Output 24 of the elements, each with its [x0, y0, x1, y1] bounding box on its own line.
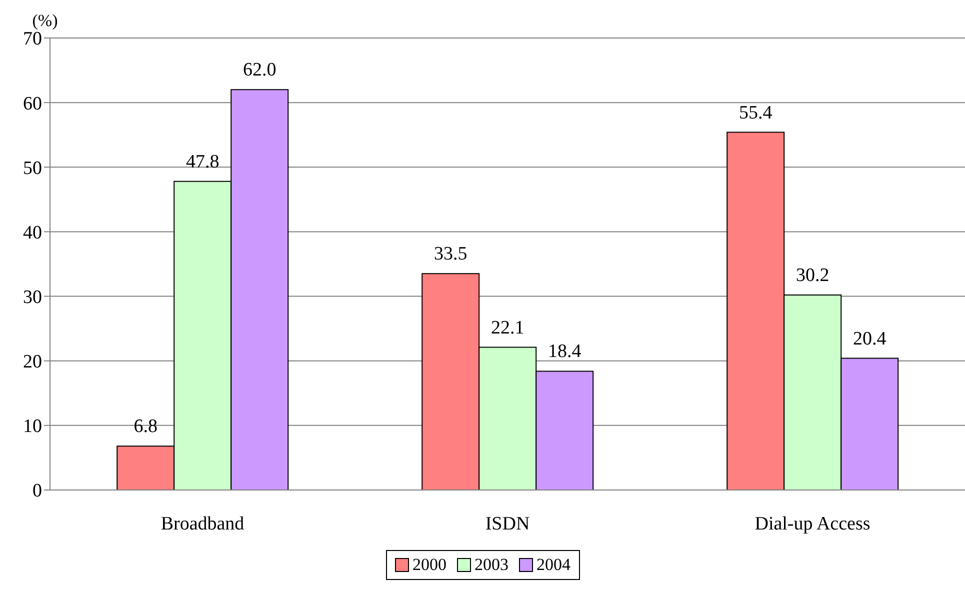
data-label: 6.8	[134, 416, 158, 438]
x-tick-label: ISDN	[485, 513, 530, 534]
legend-label: 2000	[412, 555, 446, 575]
y-axis-title: (%)	[32, 11, 58, 30]
y-tick-label: 60	[23, 93, 42, 114]
data-label: 33.5	[434, 244, 468, 265]
y-tick-label: 10	[23, 416, 42, 438]
data-label: 62.0	[242, 60, 276, 81]
data-label: 30.2	[796, 264, 830, 286]
y-tick-label: 30	[23, 287, 42, 308]
y-tick-label: 70	[23, 28, 42, 50]
y-tick-label: 0	[32, 480, 42, 502]
legend-label: 2003	[474, 555, 508, 575]
y-tick-label: 20	[23, 352, 42, 373]
legend-label: 2004	[536, 555, 570, 575]
y-tick-label: 40	[23, 222, 42, 244]
data-label: 22.1	[490, 317, 524, 338]
x-tick-label: Dial-up Access	[754, 513, 870, 534]
data-label: 18.4	[548, 341, 582, 362]
data-label: 20.4	[852, 328, 887, 350]
y-tick-label: 50	[23, 158, 42, 179]
data-label: 47.8	[186, 151, 220, 172]
data-label: 55.4	[738, 102, 773, 124]
x-tick-label: Broadband	[160, 513, 245, 534]
